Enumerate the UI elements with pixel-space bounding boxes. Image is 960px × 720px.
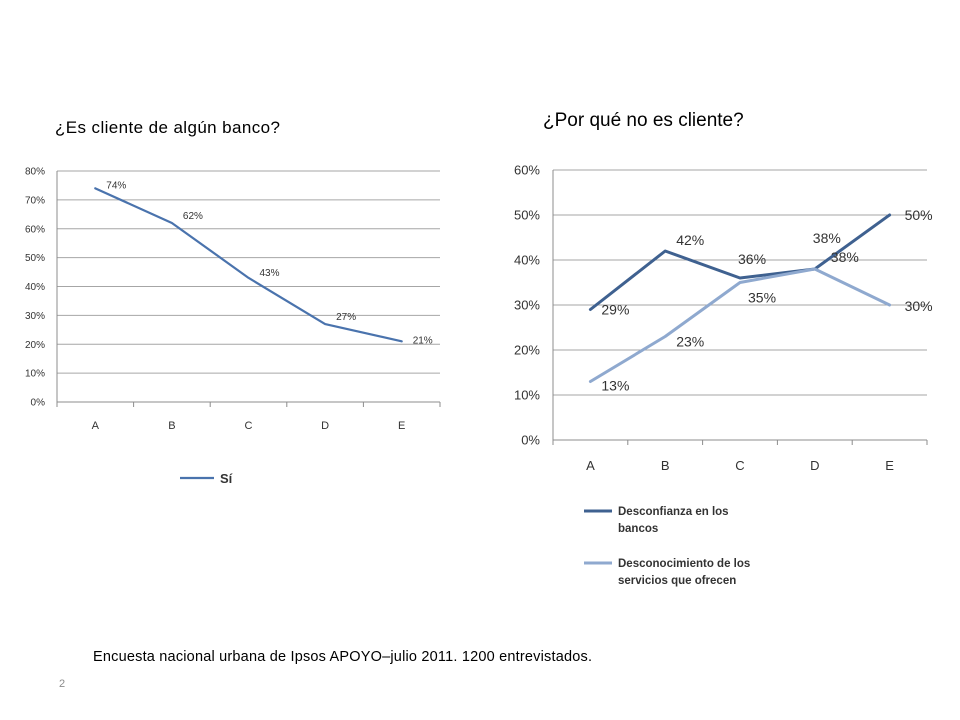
x-tick-label: B xyxy=(168,420,175,432)
series-line-2 xyxy=(588,267,892,383)
data-label: 29% xyxy=(601,302,629,318)
x-tick-label: D xyxy=(810,458,819,473)
y-tick-label: 0% xyxy=(521,433,540,448)
y-tick-label: 0% xyxy=(31,398,46,409)
data-label: 36% xyxy=(738,251,766,267)
y-tick-label: 30% xyxy=(25,311,45,322)
data-label: 74% xyxy=(106,180,126,191)
x-tick-label: E xyxy=(885,458,894,473)
data-label: 35% xyxy=(748,290,776,306)
data-label: 23% xyxy=(676,334,704,350)
y-tick-label: 70% xyxy=(25,195,45,206)
x-tick-label: A xyxy=(92,420,100,432)
data-label: 38% xyxy=(831,249,859,265)
right-chart-title: ¿Por qué no es cliente? xyxy=(543,110,744,131)
data-label: 30% xyxy=(905,298,933,314)
legend-label: servicios que ofrecen xyxy=(618,575,736,587)
legend-label: bancos xyxy=(618,523,658,535)
y-tick-label: 50% xyxy=(514,208,540,223)
y-tick-label: 50% xyxy=(25,253,45,264)
y-tick-label: 30% xyxy=(514,298,540,313)
data-label: 42% xyxy=(676,232,704,248)
series-line-1 xyxy=(588,213,892,311)
data-label: 38% xyxy=(813,230,841,246)
data-label: 21% xyxy=(413,335,433,346)
x-tick-label: D xyxy=(321,420,329,432)
legend-label: Desconfianza en los xyxy=(618,506,729,518)
data-label: 13% xyxy=(601,378,629,394)
series-line-1 xyxy=(94,187,403,343)
y-tick-label: 60% xyxy=(514,163,540,178)
y-tick-label: 80% xyxy=(25,167,45,178)
y-tick-label: 20% xyxy=(514,343,540,358)
y-tick-label: 60% xyxy=(25,224,45,235)
data-label: 62% xyxy=(183,211,203,222)
x-tick-label: E xyxy=(398,420,405,432)
survey-footnote: Encuesta nacional urbana de Ipsos APOYO–… xyxy=(93,649,593,665)
y-tick-label: 10% xyxy=(25,369,45,380)
y-tick-label: 40% xyxy=(514,253,540,268)
x-tick-label: C xyxy=(245,420,253,432)
y-tick-label: 10% xyxy=(514,388,540,403)
y-tick-label: 20% xyxy=(25,340,45,351)
data-label: 43% xyxy=(260,268,280,279)
x-tick-label: C xyxy=(735,458,744,473)
data-label: 27% xyxy=(336,312,356,323)
y-tick-label: 40% xyxy=(25,282,45,293)
data-label: 50% xyxy=(905,207,933,223)
legend-label: Desconocimiento de los xyxy=(618,558,750,570)
left-chart-title: ¿Es cliente de algún banco? xyxy=(55,118,281,137)
x-tick-label: A xyxy=(586,458,595,473)
legend-label: Sí xyxy=(220,471,233,486)
page-number: 2 xyxy=(59,678,66,690)
x-tick-label: B xyxy=(661,458,670,473)
